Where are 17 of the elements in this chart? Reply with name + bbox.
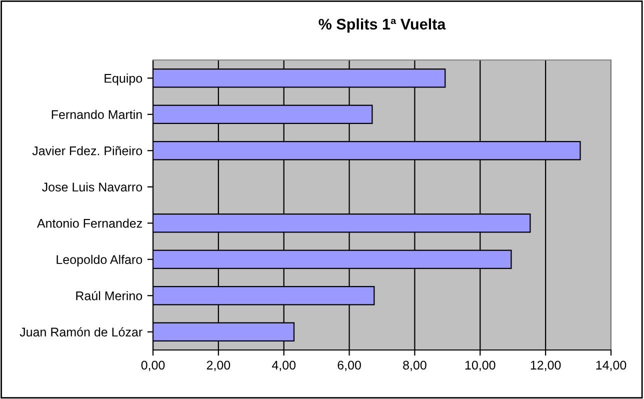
x-tick-label: 14,00 [596,360,626,372]
x-tick-label: 8,00 [403,360,426,372]
y-tick-label: Antonio Fernandez [36,218,142,228]
y-tick-label: Leopoldo Alfaro [56,254,142,266]
y-tick-label: Equipo [104,74,142,86]
x-tick-label: 4,00 [272,360,296,372]
y-tick-label: Raúl Merino [76,290,142,300]
x-tick-label: 2,00 [206,360,230,372]
chart-title: % Splits 1ª Vuelta [318,18,446,33]
y-tick-label: Fernando Martin [52,110,142,120]
x-tick-label: 6,00 [338,360,361,372]
x-tick-label: 12,00 [530,360,561,372]
y-tick-label: Javier Fdez. Piñeiro [32,146,142,156]
x-tick-label: 10,00 [465,360,496,372]
x-tick-label: 0,00 [141,360,165,372]
y-tick-label: Juan Ramón de Lózar [20,327,142,337]
y-tick-label: Jose Luis Navarro [42,182,142,192]
